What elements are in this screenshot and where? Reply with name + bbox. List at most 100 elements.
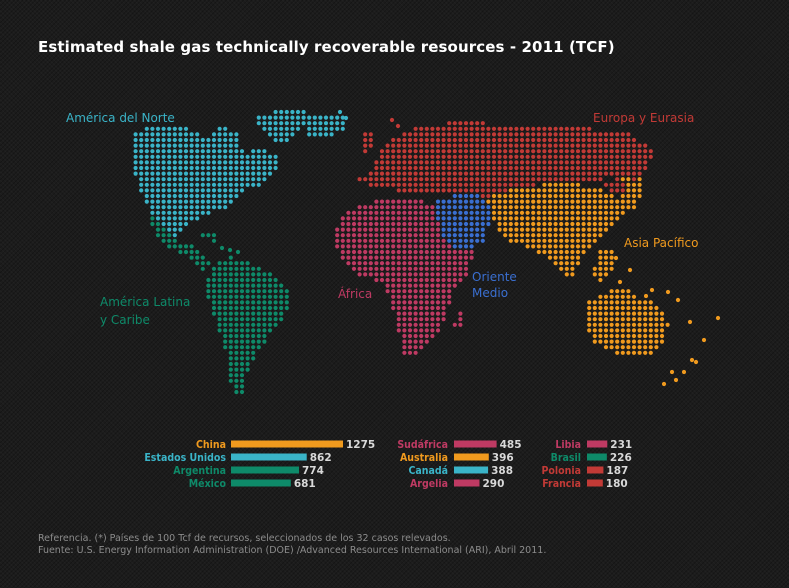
map-dot-america-norte — [234, 149, 239, 154]
map-dot-america-norte — [200, 177, 205, 182]
map-dot-america-norte — [172, 210, 177, 215]
map-dot-europa — [525, 177, 530, 182]
map-dot-america-norte — [144, 177, 149, 182]
map-dot-africa — [424, 311, 429, 316]
map-dot-asia — [626, 333, 631, 339]
map-dot-europa — [525, 154, 530, 159]
map-dot-asia — [620, 294, 625, 299]
map-dot-asia — [570, 233, 575, 238]
map-dot-asia — [553, 249, 558, 255]
map-dot-africa — [430, 283, 435, 288]
map-dot-africa — [396, 289, 401, 294]
map-dot-america-norte — [206, 143, 211, 148]
map-dot-asia — [575, 199, 581, 204]
map-dot-europa — [603, 171, 609, 176]
map-dot-europa — [519, 160, 525, 165]
map-dot-asia — [575, 193, 581, 199]
map-dot-america-norte — [195, 143, 200, 148]
map-dot-europa — [385, 143, 390, 148]
map-dot-europa — [413, 154, 418, 159]
map-dot-america-norte — [239, 171, 245, 176]
map-dot-america-norte — [251, 165, 256, 171]
map-dot-america-norte — [144, 165, 149, 171]
map-dot-europa — [447, 182, 452, 187]
map-dot-america-latina — [262, 300, 267, 305]
map-dot-america-norte — [172, 177, 177, 182]
map-dot-europa — [531, 182, 536, 187]
map-dot-asia — [631, 339, 637, 344]
map-dot-asia — [609, 255, 614, 260]
map-dot-africa — [430, 227, 435, 232]
map-dot-asia — [615, 339, 620, 344]
map-dot-europa — [374, 160, 379, 165]
map-dot-america-latina — [189, 255, 194, 260]
map-dot-africa — [424, 233, 429, 238]
map-dot-america-norte — [273, 132, 278, 137]
map-dot-oriente — [441, 199, 446, 204]
map-dot-asia — [603, 261, 609, 266]
map-dot-africa — [441, 261, 446, 266]
map-dot-america-latina — [239, 373, 245, 378]
map-dot-europa — [469, 126, 474, 131]
map-dot-america-norte — [279, 137, 284, 143]
map-dot-america-latina — [167, 244, 172, 249]
map-dot-africa — [447, 294, 452, 299]
map-dot-america-norte — [144, 154, 149, 159]
map-dot-africa — [402, 305, 407, 311]
map-dot-america-norte — [329, 115, 334, 120]
map-dot-africa — [424, 205, 429, 210]
map-dot-africa — [368, 272, 373, 277]
map-dot-africa — [407, 255, 413, 260]
map-dot-africa — [374, 199, 379, 204]
map-dot-america-norte — [217, 143, 222, 148]
map-dot-europa — [413, 137, 418, 143]
map-dot-america-latina — [228, 305, 233, 311]
map-dot-africa — [391, 233, 396, 238]
map-dot-africa — [396, 261, 401, 266]
map-dot-america-latina — [251, 294, 256, 299]
map-dot-europa — [503, 171, 508, 176]
map-dot-america-latina — [256, 300, 261, 305]
map-dot-africa — [430, 221, 435, 227]
map-dot-europa — [525, 165, 530, 171]
map-dot-africa — [385, 233, 390, 238]
map-dot-asia — [701, 337, 707, 343]
map-dot-europa — [463, 154, 469, 159]
map-dot-europa — [374, 171, 379, 176]
map-dot-asia — [536, 227, 541, 232]
map-dot-asia — [559, 216, 564, 221]
map-dot-america-norte — [167, 221, 172, 227]
map-dot-europa — [598, 137, 603, 143]
map-dot-europa — [424, 165, 429, 171]
map-dot-europa — [609, 137, 614, 143]
map-dot-europa — [402, 182, 407, 187]
map-dot-europa — [592, 154, 597, 159]
map-dot-africa — [396, 216, 401, 221]
map-dot-america-norte — [262, 165, 267, 171]
bar — [231, 479, 291, 487]
map-dot-africa — [391, 289, 396, 294]
map-dot-america-norte — [211, 177, 217, 182]
map-dot-africa — [430, 210, 435, 215]
map-dot-africa — [402, 317, 407, 322]
map-dot-asia — [631, 182, 637, 187]
map-dot-america-norte — [144, 132, 149, 137]
map-dot-asia — [631, 300, 637, 305]
map-dot-africa — [396, 255, 401, 260]
map-dot-europa — [637, 154, 642, 159]
map-dot-europa — [469, 171, 474, 176]
footer-source: Fuente: U.S. Energy Information Administ… — [38, 545, 547, 556]
map-dot-america-latina — [211, 266, 217, 271]
map-dot-oriente — [458, 221, 463, 227]
map-dot-europa — [570, 165, 575, 171]
map-dot-america-latina — [223, 333, 228, 339]
map-dot-europa — [430, 160, 435, 165]
map-dot-africa — [396, 199, 401, 204]
map-dot-america-latina — [155, 233, 161, 238]
map-dot-africa — [402, 233, 407, 238]
map-dot-america-norte — [340, 115, 345, 120]
map-dot-europa — [615, 149, 620, 154]
map-dot-asia — [598, 328, 603, 333]
map-dot-europa — [469, 121, 474, 126]
